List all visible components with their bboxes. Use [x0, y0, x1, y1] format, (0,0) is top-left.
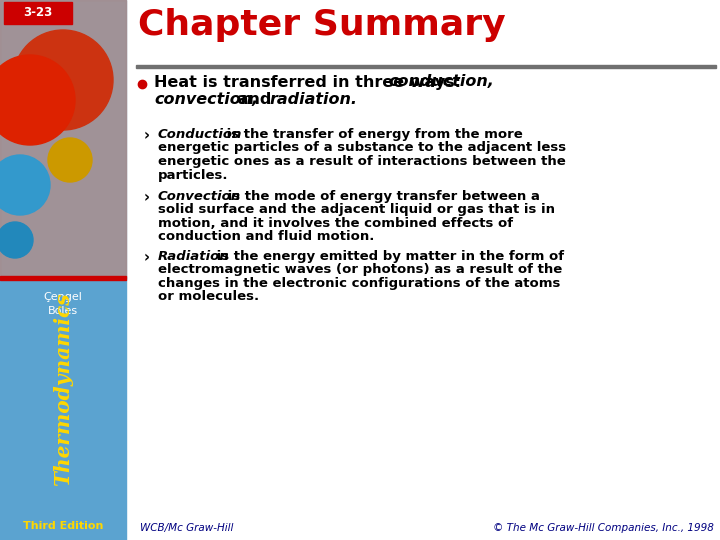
Bar	[0, 0, 126, 278]
Bar	[4, 2, 72, 24]
Text: changes in the electronic configurations of the atoms: changes in the electronic configurations…	[158, 277, 560, 290]
Text: Radiation: Radiation	[158, 250, 230, 263]
Text: or molecules.: or molecules.	[158, 291, 259, 303]
Text: © The Mc Graw-Hill Companies, Inc., 1998: © The Mc Graw-Hill Companies, Inc., 1998	[493, 523, 714, 533]
Text: is the energy emitted by matter in the form of: is the energy emitted by matter in the f…	[212, 250, 564, 263]
Text: electromagnetic waves (or photons) as a result of the: electromagnetic waves (or photons) as a …	[158, 264, 562, 276]
Text: Third Edition: Third Edition	[23, 521, 103, 531]
Bar	[0, 276, 126, 280]
Circle shape	[0, 55, 75, 145]
Text: motion, and it involves the combined effects of: motion, and it involves the combined eff…	[158, 217, 513, 230]
Text: 3-23: 3-23	[23, 6, 53, 19]
Text: Heat is transferred in three ways:: Heat is transferred in three ways:	[154, 75, 467, 90]
Circle shape	[0, 155, 50, 215]
Text: radiation.: radiation.	[270, 92, 358, 107]
Text: Boles: Boles	[48, 306, 78, 316]
Bar	[136, 64, 716, 68]
Circle shape	[13, 30, 113, 130]
Text: conduction and fluid motion.: conduction and fluid motion.	[158, 231, 374, 244]
Text: energetic ones as a result of interactions between the: energetic ones as a result of interactio…	[158, 155, 566, 168]
Bar	[0, 278, 126, 540]
Bar	[0, 0, 126, 278]
Text: Çengel: Çengel	[44, 292, 82, 302]
Text: energetic particles of a substance to the adjacent less: energetic particles of a substance to th…	[158, 141, 566, 154]
Text: ›: ›	[144, 190, 150, 205]
Text: ›: ›	[144, 250, 150, 265]
Text: Thermodynamics: Thermodynamics	[53, 292, 73, 486]
Text: Conduction: Conduction	[158, 128, 243, 141]
Text: particles.: particles.	[158, 168, 228, 181]
Text: is the transfer of energy from the more: is the transfer of energy from the more	[222, 128, 523, 141]
Text: Chapter Summary: Chapter Summary	[138, 8, 505, 42]
Text: convection,: convection,	[154, 92, 258, 107]
Circle shape	[0, 222, 33, 258]
Text: is the mode of energy transfer between a: is the mode of energy transfer between a	[223, 190, 540, 203]
Text: and: and	[232, 92, 277, 107]
Bar	[0, 0, 126, 278]
Text: WCB/Mc Graw-Hill: WCB/Mc Graw-Hill	[140, 523, 233, 533]
Text: conduction,: conduction,	[388, 75, 494, 90]
Text: ›: ›	[144, 128, 150, 143]
Circle shape	[48, 138, 92, 182]
Text: Convection: Convection	[158, 190, 241, 203]
Text: solid surface and the adjacent liquid or gas that is in: solid surface and the adjacent liquid or…	[158, 204, 555, 217]
